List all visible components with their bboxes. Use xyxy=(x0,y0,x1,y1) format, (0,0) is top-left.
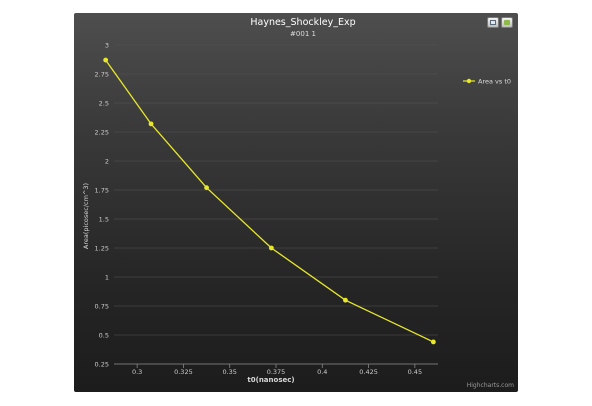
axes: 0.25 0.5 0.75 1 1.25 1.5 1.75 2 2.25 2.5 2.75 3 0.3 0… xyxy=(95,42,438,376)
print-icon xyxy=(490,20,496,25)
chart-title: Haynes_Shockley_Exp xyxy=(250,17,355,28)
y-tick-label: 0.25 xyxy=(95,361,109,369)
grid-lines xyxy=(114,44,438,365)
series-line xyxy=(105,59,434,343)
line-chart: 0.25 0.5 0.75 1 1.25 1.5 1.75 2 2.25 2.5 2.75 3 0.3 0… xyxy=(82,17,511,384)
y-tick-label: 2 xyxy=(105,158,109,166)
legend-item-area-vs-t0[interactable]: Area vs t0 xyxy=(478,78,511,86)
x-tick-label: 0.3 xyxy=(132,368,142,376)
y-axis-title: Area(picosec/cm^3) xyxy=(82,183,90,249)
y-tick-label: 1.75 xyxy=(95,187,109,195)
data-point[interactable] xyxy=(204,185,209,191)
x-tick-label: 0.45 xyxy=(408,368,422,376)
data-point[interactable] xyxy=(268,245,274,251)
y-tick-label: 1 xyxy=(105,274,109,282)
legend[interactable]: Area vs t0 xyxy=(463,78,511,86)
data-point[interactable] xyxy=(148,121,154,127)
legend-marker xyxy=(466,78,472,84)
print-button[interactable] xyxy=(487,17,499,28)
x-axis-title: t0(nanosec) xyxy=(247,376,294,384)
export-button[interactable] xyxy=(501,17,513,28)
x-tick-label: 0.425 xyxy=(359,368,378,376)
y-tick-label: 2.75 xyxy=(95,71,109,79)
data-series xyxy=(103,57,436,345)
data-point[interactable] xyxy=(343,297,348,303)
credits-link[interactable]: Highcharts.com xyxy=(466,382,514,389)
export-icon xyxy=(504,20,510,25)
x-tick-label: 0.4 xyxy=(317,368,327,376)
data-point[interactable] xyxy=(430,339,436,345)
y-tick-label: 3 xyxy=(105,42,109,50)
chart-panel: 0.25 0.5 0.75 1 1.25 1.5 1.75 2 2.25 2.5 2.75 3 0.3 0… xyxy=(74,13,518,392)
chart-subtitle: #001 1 xyxy=(290,30,316,38)
x-tick-label: 0.375 xyxy=(267,368,286,376)
y-tick-label: 0.5 xyxy=(99,332,109,340)
y-tick-label: 0.75 xyxy=(95,303,109,311)
y-tick-label: 1.25 xyxy=(95,245,109,253)
x-tick-label: 0.35 xyxy=(222,368,236,376)
y-tick-label: 2.25 xyxy=(95,129,109,137)
x-tick-label: 0.325 xyxy=(174,368,193,376)
y-tick-label: 2.5 xyxy=(99,100,109,108)
y-tick-label: 1.5 xyxy=(99,216,109,224)
data-point[interactable] xyxy=(103,57,109,63)
